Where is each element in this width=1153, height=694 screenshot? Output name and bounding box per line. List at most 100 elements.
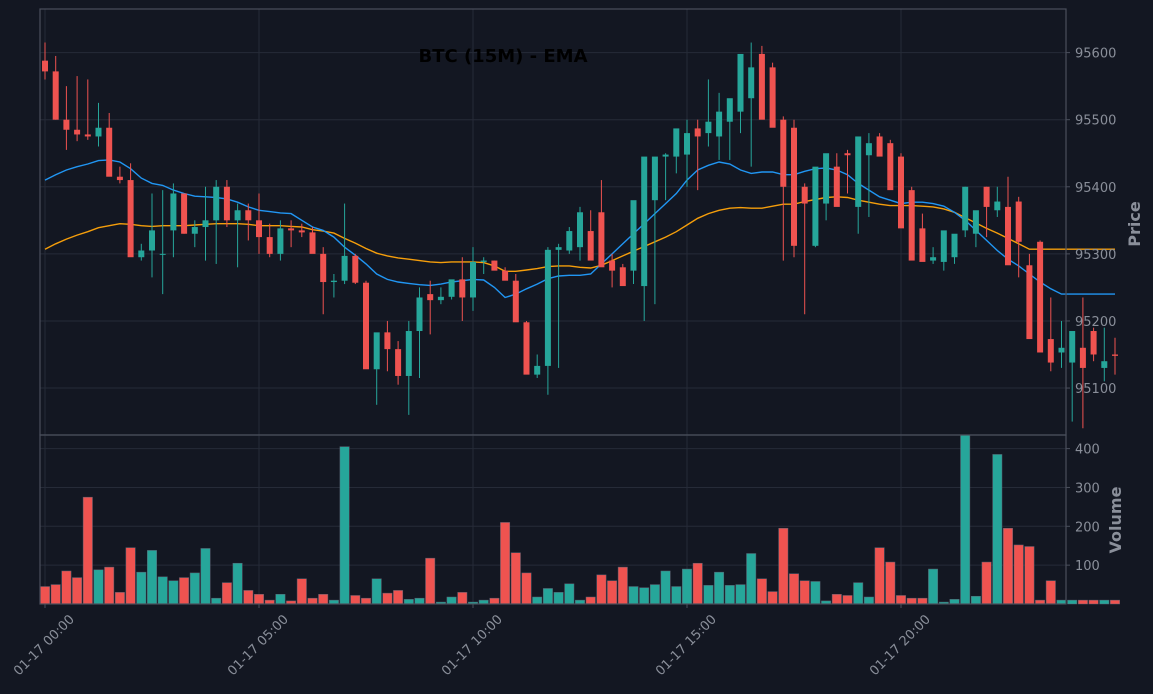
candle xyxy=(930,247,937,264)
price-tick-labels: 95100 95200 95300 95400 95500 95600 xyxy=(1066,47,1116,397)
candle-body xyxy=(566,231,573,251)
candle-body xyxy=(641,156,648,287)
price-tick-label: 95100 xyxy=(1075,382,1116,397)
volume-bar xyxy=(1045,580,1056,605)
volume-bar xyxy=(211,597,222,605)
candle xyxy=(84,79,91,140)
candle xyxy=(1079,297,1086,429)
candle-body xyxy=(149,230,155,251)
volume-bar xyxy=(863,596,874,605)
candle-body xyxy=(587,231,594,261)
ema-lines xyxy=(44,159,1115,299)
candle xyxy=(823,153,830,221)
candle xyxy=(512,273,519,323)
candle xyxy=(448,279,455,300)
candle-body xyxy=(972,210,979,234)
candle-body xyxy=(1079,347,1086,368)
volume-bar xyxy=(928,568,939,605)
volume-bar xyxy=(682,568,692,605)
candle xyxy=(609,253,616,288)
candle xyxy=(791,119,797,258)
candle xyxy=(1112,337,1118,375)
volume-bar xyxy=(157,576,168,605)
candle-body xyxy=(791,127,797,246)
volume-bar xyxy=(692,562,703,605)
candle xyxy=(769,62,776,128)
volume-bar xyxy=(960,434,971,605)
volume-bar xyxy=(200,548,211,605)
candle-body xyxy=(1047,339,1054,363)
volume-bar xyxy=(1013,544,1024,605)
volume-bar xyxy=(457,592,468,605)
candle xyxy=(544,247,551,395)
candle xyxy=(972,210,979,248)
candle xyxy=(940,230,947,271)
candle-body xyxy=(737,53,744,112)
candle xyxy=(106,112,113,177)
candle xyxy=(630,200,637,285)
candle-body xyxy=(823,153,830,204)
volume-bar xyxy=(1077,599,1088,605)
candle xyxy=(416,287,423,378)
candle xyxy=(619,263,626,287)
volume-bar xyxy=(82,496,93,605)
candle-body xyxy=(598,212,605,268)
candle-body xyxy=(127,180,134,258)
candle xyxy=(1026,253,1033,340)
candle-body xyxy=(1112,354,1118,356)
candle xyxy=(373,332,380,405)
volume-bar xyxy=(296,578,307,605)
volume-frame xyxy=(39,434,1067,605)
candle xyxy=(748,42,755,167)
candle xyxy=(566,227,573,254)
volume-bar xyxy=(628,586,639,605)
candle-body xyxy=(694,128,701,137)
candle-body xyxy=(758,53,765,120)
candle xyxy=(256,193,262,254)
candle-body xyxy=(780,119,787,187)
candle xyxy=(181,193,188,234)
candle-body xyxy=(512,280,519,323)
candle xyxy=(116,166,123,184)
volume-bar xyxy=(810,581,821,605)
candle-body xyxy=(716,111,723,137)
candle-body xyxy=(341,255,348,281)
candles xyxy=(42,42,1118,429)
candle xyxy=(994,186,1001,217)
price-plot-area xyxy=(40,9,1066,435)
volume-bar xyxy=(981,561,992,605)
volume-bar xyxy=(446,596,457,605)
candle xyxy=(780,116,787,261)
volume-bar xyxy=(789,573,799,605)
volume-bar xyxy=(896,595,906,605)
candle xyxy=(951,233,958,264)
candle-body xyxy=(1058,347,1065,353)
candle-body xyxy=(256,220,262,238)
candle xyxy=(309,227,316,254)
candle-body xyxy=(855,136,862,207)
price-tick-label: 95300 xyxy=(1075,248,1116,263)
candle-body xyxy=(534,365,541,375)
candle xyxy=(52,55,59,120)
candle-body xyxy=(352,255,359,283)
volume-bar xyxy=(232,562,243,605)
candle xyxy=(651,156,658,305)
candle-body xyxy=(266,237,273,254)
candle xyxy=(716,92,723,160)
volume-bar xyxy=(147,550,157,605)
volume-bar xyxy=(61,570,72,605)
candle xyxy=(1037,240,1044,353)
candle xyxy=(363,280,369,370)
candle-body xyxy=(363,282,369,370)
candle xyxy=(598,180,605,268)
candle-body xyxy=(213,186,220,221)
candle-body xyxy=(202,220,209,228)
candle-body xyxy=(84,134,91,137)
candle xyxy=(127,163,134,258)
volume-bar xyxy=(189,572,200,605)
volume-bar xyxy=(532,596,543,605)
candle xyxy=(1058,320,1065,368)
volume-tick-label: 100 xyxy=(1075,559,1100,574)
volume-bar xyxy=(72,577,83,605)
volume-bar xyxy=(724,585,735,605)
